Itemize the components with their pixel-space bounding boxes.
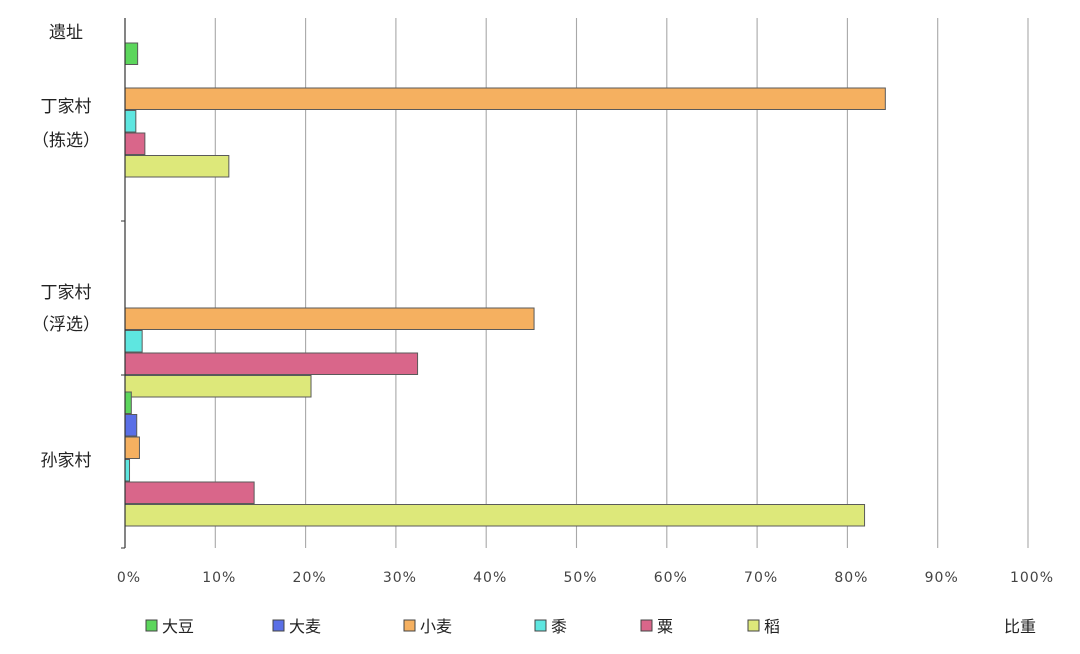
x-tick-label: 60% <box>654 570 688 586</box>
legend-swatch <box>747 619 760 632</box>
bar-粟 <box>124 352 419 375</box>
x-tick-label: 40% <box>473 570 507 586</box>
bar-黍 <box>124 110 137 133</box>
legend-swatch <box>534 619 547 632</box>
x-tick-label: 100% <box>1010 570 1054 586</box>
legend-swatch <box>403 619 416 632</box>
x-tick-label: 20% <box>293 570 327 586</box>
x-tick-label: 10% <box>202 570 236 586</box>
legend-label: 粟 <box>657 617 673 636</box>
bar-小麦 <box>124 307 535 330</box>
y-axis-ticks <box>121 220 125 549</box>
y-category-label: （拣选） <box>32 131 100 151</box>
bar-大麦 <box>124 414 138 437</box>
x-axis-title: 比重 <box>1004 617 1036 636</box>
legend-swatch <box>272 619 285 632</box>
x-tick-label: 80% <box>834 570 868 586</box>
bar-大豆 <box>124 42 139 65</box>
y-category-label: 孙家村 <box>41 451 92 471</box>
x-tick-label: 0% <box>117 570 141 586</box>
legend-label: 小麦 <box>420 617 452 636</box>
legend-swatch <box>640 619 653 632</box>
y-category-label: （浮选） <box>32 315 100 335</box>
legend-swatch <box>145 619 158 632</box>
legend-label: 黍 <box>551 617 567 636</box>
legend: 大豆 大麦 小麦 黍 粟 稻 <box>145 617 780 636</box>
bar-小麦 <box>124 436 140 459</box>
x-tick-label: 50% <box>563 570 597 586</box>
bar-小麦 <box>124 87 886 110</box>
legend-label: 大豆 <box>162 617 194 636</box>
bar-稻 <box>124 375 312 398</box>
x-tick-label: 90% <box>925 570 959 586</box>
bar-稻 <box>124 504 866 527</box>
y-category-labels: 丁家村 （拣选） 丁家村 （浮选） 孙家村 <box>32 97 100 471</box>
bar-稻 <box>124 155 230 178</box>
bar-group <box>124 42 886 527</box>
x-axis-tick-labels: 0% 10% 20% 30% 40% 50% 60% 70% 80% 90% 100% <box>117 570 1054 586</box>
legend-label: 稻 <box>764 617 780 636</box>
bar-大豆 <box>124 391 132 414</box>
legend-label: 大麦 <box>289 617 321 636</box>
x-tick-label: 70% <box>744 570 778 586</box>
x-tick-label: 30% <box>383 570 417 586</box>
bar-粟 <box>124 132 146 155</box>
bar-黍 <box>124 459 131 482</box>
y-axis-title: 遗址 <box>49 23 83 43</box>
y-category-label: 丁家村 <box>41 283 92 303</box>
y-category-label: 丁家村 <box>41 97 92 117</box>
bar-黍 <box>124 330 143 353</box>
bar-粟 <box>124 481 255 504</box>
